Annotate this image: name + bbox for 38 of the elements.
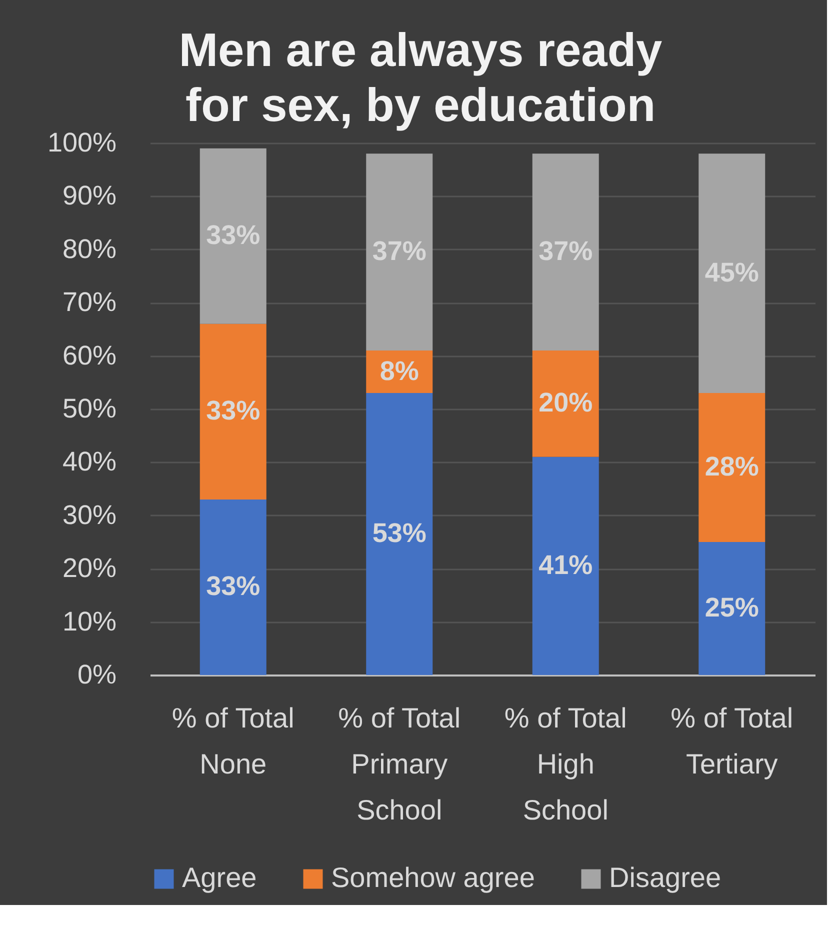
y-tick-label: 50% [62, 394, 116, 424]
data-label: 53% [372, 518, 426, 548]
bar [200, 148, 266, 324]
bar [200, 499, 266, 675]
y-tick-label: 90% [62, 180, 116, 211]
data-label: 41% [538, 550, 593, 580]
data-label: 8% [380, 356, 419, 386]
y-tick-label: 20% [62, 553, 116, 584]
bar [532, 456, 599, 675]
y-tick-label: 70% [62, 287, 116, 318]
x-tick-label: % of Total None [172, 702, 294, 780]
legend-label: Disagree [609, 862, 722, 893]
x-tick-label: % of Total High School [504, 702, 627, 826]
data-label: 20% [538, 388, 593, 418]
x-tick-label: % of Total Primary School [338, 702, 461, 826]
bar [532, 350, 599, 457]
y-tick-label: 40% [62, 446, 116, 477]
bar [698, 393, 766, 542]
legend-label: Somehow agree [331, 862, 535, 893]
data-label: 33% [206, 571, 260, 602]
y-tick-label: 30% [62, 500, 116, 530]
bar [698, 154, 766, 394]
bar [532, 154, 599, 350]
bar [698, 542, 766, 675]
y-tick-label: 100% [47, 128, 116, 158]
y-tick-label: 60% [62, 340, 116, 370]
data-label: 28% [704, 452, 759, 482]
bar [366, 393, 433, 675]
y-tick-label: 0% [77, 660, 116, 690]
bar [200, 324, 266, 500]
y-tick-label: 10% [62, 606, 116, 636]
chart-title: Men are always ready for sex, by education [178, 23, 662, 131]
bar [366, 154, 433, 350]
data-label: 25% [704, 592, 759, 622]
legend-label: Agree [182, 862, 257, 893]
y-tick-label: 80% [62, 234, 116, 264]
x-tick-label: % of Total Tertiary [670, 702, 794, 780]
data-label: 33% [206, 396, 260, 426]
